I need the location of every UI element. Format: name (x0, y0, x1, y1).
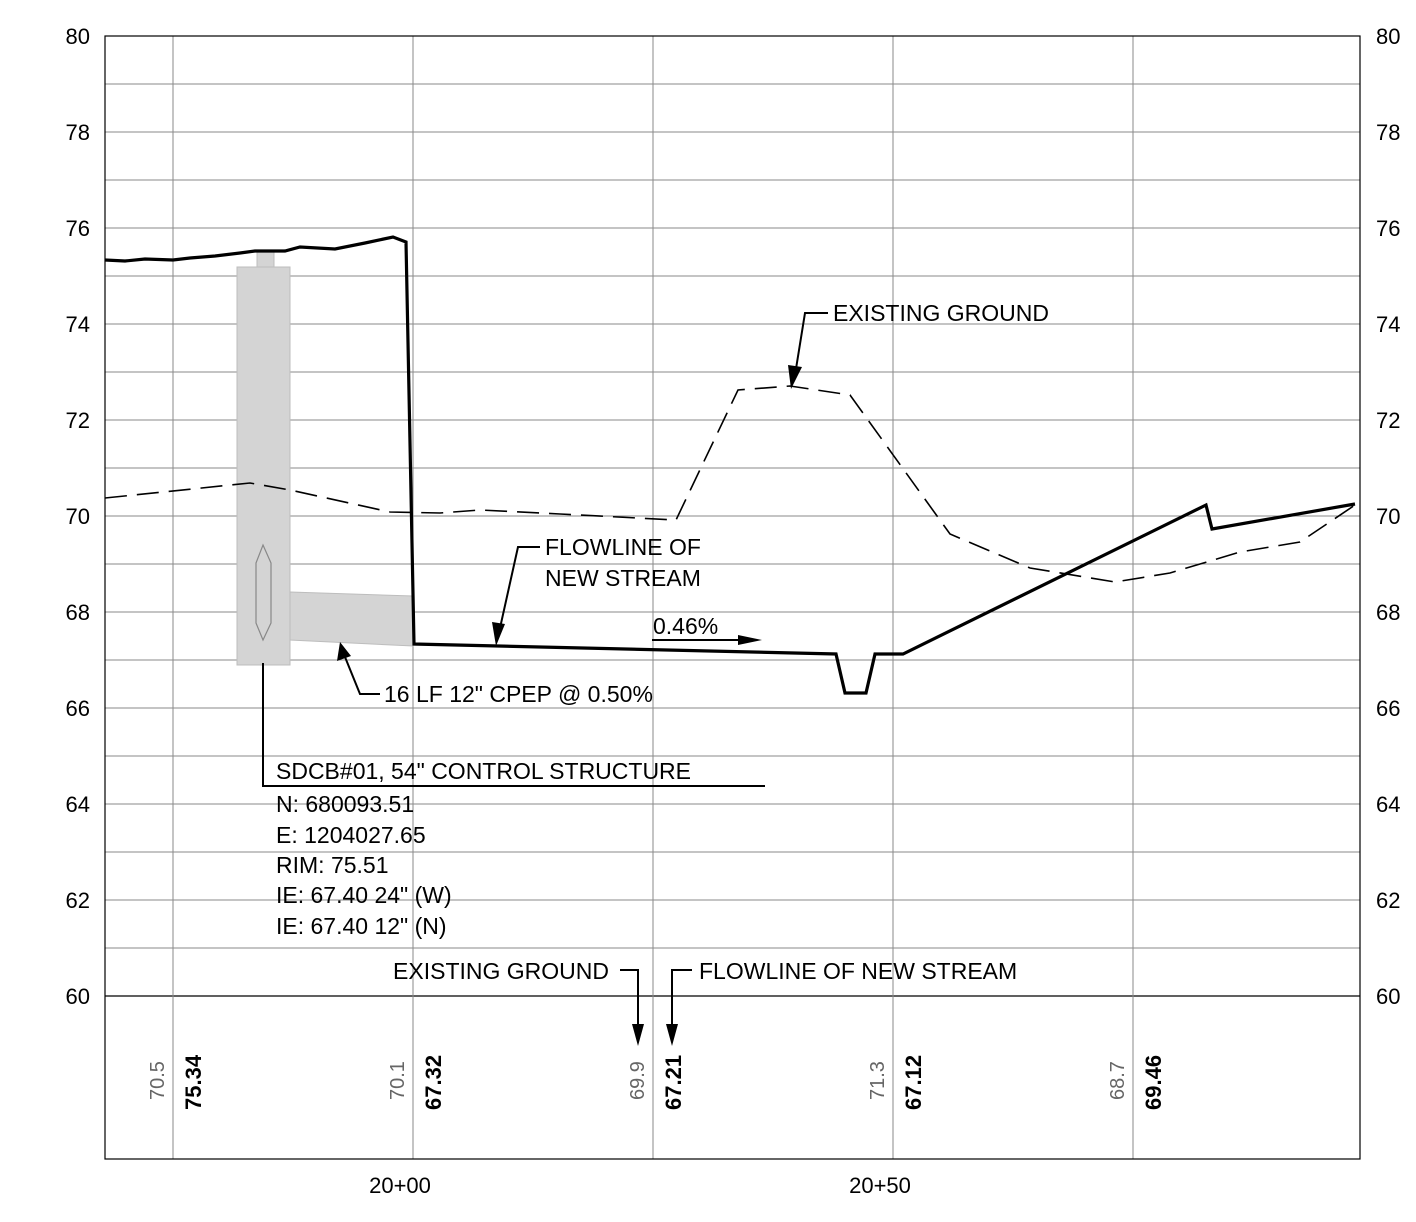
existing-ground-label: EXISTING GROUND (833, 300, 1049, 326)
elev-label-right: 60 (1376, 984, 1400, 1009)
elevation-axis-right: 80 78 76 74 72 70 68 66 64 62 60 (1376, 24, 1400, 1009)
pipe-cpep (289, 591, 414, 647)
flowline-new-stream (104, 235, 1356, 695)
structure-ie-west: IE: 67.40 24" (W) (276, 882, 452, 908)
structure-northing: N: 680093.51 (276, 791, 414, 817)
flowline-elevation: 67.12 (901, 1055, 926, 1110)
existing-elevation: 70.1 (387, 1061, 409, 1100)
elev-label-left: 60 (66, 984, 90, 1009)
structure-easting: E: 1204027.65 (276, 822, 426, 848)
station-label: 20+00 (369, 1173, 431, 1198)
legend-flowline-leader (671, 969, 692, 1025)
existing-ground-line (104, 385, 1359, 583)
station-label: 20+50 (849, 1173, 911, 1198)
elev-label-right: 80 (1376, 24, 1400, 49)
elev-label-left: 62 (66, 888, 90, 913)
flowline-arrow-icon (492, 622, 505, 646)
flowline-elevation: 75.34 (181, 1054, 206, 1110)
structure-body (236, 266, 291, 666)
elev-label-right: 68 (1376, 600, 1400, 625)
structure-riser (256, 251, 275, 270)
elev-label-right: 78 (1376, 120, 1400, 145)
elev-label-left: 80 (66, 24, 90, 49)
slope-label: 0.46% (653, 613, 718, 639)
flowline-label-1: FLOWLINE OF (545, 534, 701, 560)
elev-label-left: 64 (66, 792, 90, 817)
pipe-arrow-icon (337, 642, 351, 661)
legend-existing-arrow-icon (632, 1024, 644, 1046)
legend-flowline-arrow-icon (666, 1024, 678, 1046)
elev-label-right: 76 (1376, 216, 1400, 241)
existing-elevation: 69.9 (627, 1061, 649, 1100)
legend-existing-ground: EXISTING GROUND (393, 958, 609, 984)
structure-ie-north: IE: 67.40 12" (N) (276, 913, 447, 939)
pipe-label: 16 LF 12" CPEP @ 0.50% (384, 681, 653, 707)
elev-label-left: 68 (66, 600, 90, 625)
elev-label-left: 74 (66, 312, 90, 337)
elev-label-left: 66 (66, 696, 90, 721)
elev-label-right: 64 (1376, 792, 1400, 817)
elev-label-left: 72 (66, 408, 90, 433)
flowline-elevation: 67.32 (421, 1055, 446, 1110)
profile-frame (104, 35, 1361, 1160)
elev-label-right: 62 (1376, 888, 1400, 913)
elevation-axis-left: 80 78 76 74 72 70 68 66 64 62 60 (66, 24, 90, 1009)
elev-label-left: 76 (66, 216, 90, 241)
elev-label-right: 72 (1376, 408, 1400, 433)
manhole-symbol-icon (255, 543, 272, 642)
existing-elevation: 71.3 (867, 1061, 889, 1100)
slope-arrow-head-icon (738, 635, 762, 645)
legend-existing-leader (620, 969, 639, 1025)
flowline-leader (499, 546, 540, 629)
flowline-elevation: 67.21 (661, 1055, 686, 1110)
structure-leader (262, 663, 765, 787)
flowline-label-2: NEW STREAM (545, 565, 701, 591)
pipe-leader (344, 656, 380, 695)
elev-label-right: 74 (1376, 312, 1400, 337)
elev-label-right: 70 (1376, 504, 1400, 529)
flowline-elevation: 69.46 (1141, 1055, 1166, 1110)
structure-title: SDCB#01, 54" CONTROL STRUCTURE (276, 758, 691, 784)
elevation-table: 70.5 75.34 70.1 67.32 69.9 67.21 71.3 67… (147, 1054, 1166, 1110)
existing-elevation: 68.7 (1107, 1061, 1129, 1100)
control-structure (236, 251, 291, 666)
elev-label-left: 70 (66, 504, 90, 529)
legend-flowline: FLOWLINE OF NEW STREAM (699, 958, 1017, 984)
existing-ground-arrow-icon (788, 365, 802, 389)
existing-ground-leader (794, 312, 828, 376)
elev-label-right: 66 (1376, 696, 1400, 721)
elev-label-left: 78 (66, 120, 90, 145)
structure-rim: RIM: 75.51 (276, 852, 389, 878)
existing-elevation: 70.5 (147, 1061, 169, 1100)
